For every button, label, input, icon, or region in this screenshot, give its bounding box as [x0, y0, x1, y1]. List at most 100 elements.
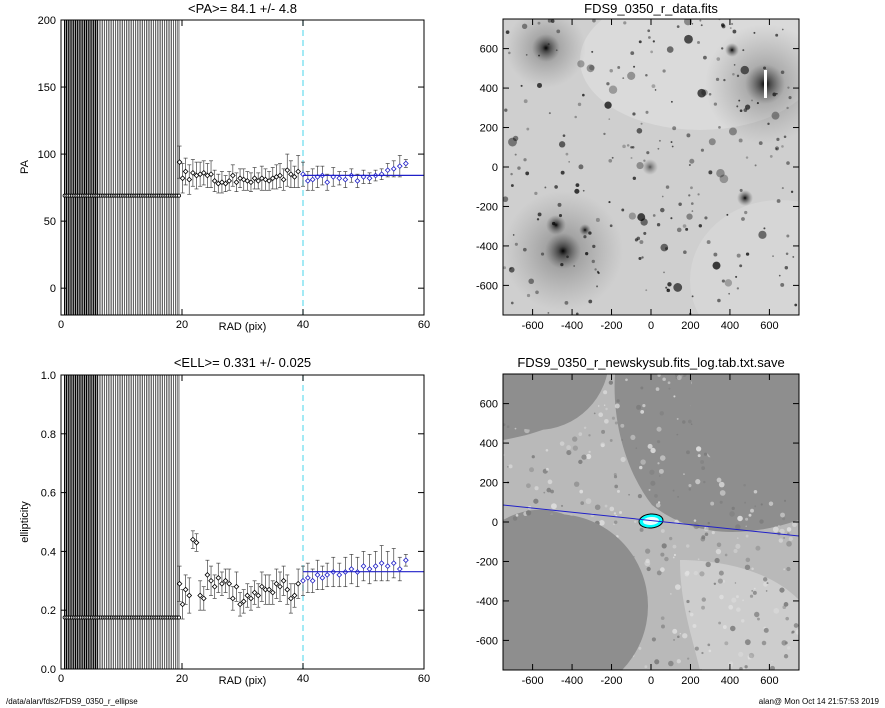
data-point — [390, 165, 397, 172]
data-point — [233, 179, 240, 186]
data-point — [186, 592, 193, 599]
skysub-image-title: FDS9_0350_r_newskysub.fits_log.tab.txt.s… — [517, 355, 784, 370]
data-point — [319, 574, 326, 581]
data-point — [211, 583, 218, 590]
data-point — [284, 586, 291, 593]
y-tick-label: 400 — [480, 83, 498, 95]
data-point — [288, 171, 294, 178]
data-point — [208, 577, 214, 584]
ell-plot-axes: 0 20 40 60 0.0 0.2 0.4 0.6 0.8 1.0 — [41, 370, 430, 685]
data-point — [266, 178, 272, 184]
y-tick-label: -600 — [476, 635, 498, 647]
pa-plot-xlabel: RAD (pix) — [219, 321, 267, 333]
ellipticity-profile-plot: <ELL>= 0.331 +/- 0.025 0 20 40 600.00.20.40… — [19, 355, 430, 687]
data-point — [304, 178, 311, 184]
data-point — [186, 176, 193, 183]
data-point — [372, 563, 379, 569]
data-point — [324, 572, 331, 578]
data-point — [295, 580, 302, 587]
data-point — [288, 595, 294, 602]
data-image-axes: -600 -400 -200 0 200 400 600 -600 -400 -200 0 200 40… — [476, 19, 799, 332]
data-point — [251, 175, 258, 182]
data-point — [384, 167, 391, 174]
data-point — [248, 179, 254, 186]
x-tick-label: 600 — [760, 675, 778, 687]
data-point — [378, 560, 385, 567]
y-tick-label: -600 — [476, 280, 498, 292]
y-tick-label: 0.4 — [41, 546, 56, 558]
data-point — [248, 595, 254, 602]
x-tick-label: -200 — [601, 675, 623, 687]
data-image-panel: FDS9_0350_r_data.fits -600 -400 -200 0 200 40… — [476, 1, 800, 332]
x-tick-label: 60 — [418, 319, 430, 331]
data-point — [336, 175, 343, 182]
data-point — [233, 583, 240, 590]
data-point — [222, 577, 229, 584]
data-point — [354, 178, 361, 184]
y-tick-label: 1.0 — [41, 370, 56, 382]
y-tick-label: 200 — [38, 15, 56, 27]
y-tick-label: 200 — [480, 123, 498, 135]
x-tick-label: 40 — [297, 319, 309, 331]
pa-profile-plot: <PA>= 84.1 +/- 4.8 0 20 40 60 0 50 100 150 200 R… — [19, 1, 430, 333]
data-point — [336, 572, 343, 578]
y-tick-label: -200 — [476, 201, 498, 213]
inner-point — [176, 615, 181, 620]
data-point — [360, 174, 367, 180]
data-point — [200, 169, 207, 176]
data-point — [197, 592, 204, 599]
pa-plot-title: <PA>= 84.1 +/- 4.8 — [188, 1, 297, 16]
data-point — [295, 168, 302, 175]
x-tick-label: -400 — [561, 320, 583, 332]
data-point — [208, 171, 214, 178]
y-tick-label: 200 — [480, 478, 498, 490]
y-tick-label: 0.2 — [41, 605, 56, 617]
x-tick-label: 400 — [721, 675, 739, 687]
x-tick-label: 60 — [418, 673, 430, 685]
data-point — [304, 574, 311, 581]
data-point — [384, 563, 391, 569]
x-tick-label: 20 — [176, 673, 188, 685]
ell-plot-title: <ELL>= 0.331 +/- 0.025 — [174, 355, 311, 370]
y-tick-label: 50 — [44, 216, 56, 228]
x-tick-label: 200 — [681, 675, 699, 687]
data-point — [244, 592, 251, 599]
x-tick-label: 200 — [681, 320, 699, 332]
ell-plot-frame — [60, 374, 425, 670]
y-tick-label: -200 — [476, 556, 498, 568]
y-tick-label: -400 — [476, 241, 498, 253]
y-tick-label: 0.0 — [41, 664, 56, 676]
y-tick-label: 0 — [492, 162, 498, 174]
skysub-image-content — [503, 374, 799, 670]
y-tick-label: 0 — [50, 283, 56, 295]
skysub-image-axes: -600 -400 -200 0 200 400 600 -600 -400 -200 0 200 40… — [476, 374, 799, 687]
y-tick-label: -400 — [476, 596, 498, 608]
data-point — [324, 179, 331, 186]
data-point — [215, 574, 222, 581]
skysub-image-panel: FDS9_0350_r_newskysub.fits_log.tab.txt.s… — [476, 355, 800, 687]
y-tick-label: 100 — [38, 149, 56, 161]
y-tick-label: 150 — [38, 82, 56, 94]
y-tick-label: 600 — [480, 44, 498, 56]
data-point — [300, 577, 306, 584]
data-point — [269, 589, 276, 596]
data-point — [291, 174, 298, 180]
pa-plot-frame — [60, 19, 425, 316]
footer-path: /data/alan/fds2/FDS9_0350_r_ellipse — [6, 697, 138, 706]
data-point — [314, 174, 321, 180]
pa-plot-ylabel: PA — [19, 159, 31, 174]
data-point — [255, 178, 262, 184]
x-tick-label: -400 — [561, 675, 583, 687]
footer-timestamp: alan@ Mon Oct 14 21:57:53 2019 — [758, 697, 879, 706]
data-point — [291, 592, 298, 599]
data-point — [258, 583, 265, 590]
x-tick-label: 600 — [760, 320, 778, 332]
data-point — [179, 601, 186, 608]
pa-plot-marks — [62, 20, 424, 315]
ell-plot-xlabel: RAD (pix) — [219, 675, 267, 687]
data-point — [222, 180, 229, 187]
data-point — [402, 557, 409, 564]
data-point — [219, 580, 225, 587]
data-point — [342, 176, 349, 183]
